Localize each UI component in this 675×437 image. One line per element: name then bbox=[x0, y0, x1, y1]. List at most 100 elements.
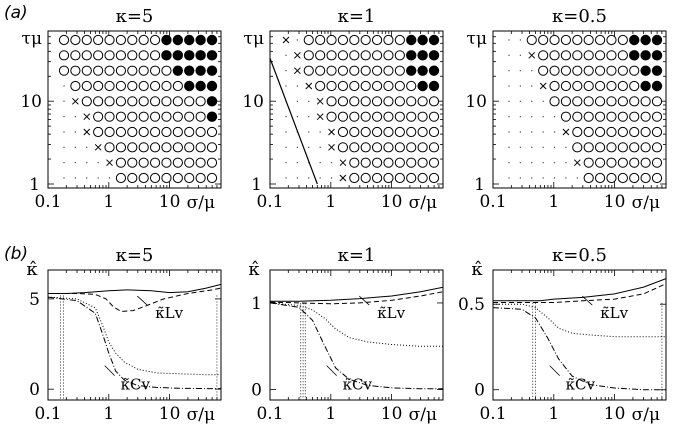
dot-marker bbox=[308, 100, 310, 103]
open-circle-marker bbox=[337, 50, 349, 61]
series-line-solid bbox=[493, 278, 667, 302]
plot-title: κ=1 bbox=[338, 245, 376, 266]
open-circle-marker bbox=[538, 65, 549, 76]
dot-marker bbox=[553, 161, 556, 164]
dot-marker bbox=[576, 177, 579, 179]
filled-circle-marker bbox=[206, 65, 218, 76]
y-tick-label: 1 bbox=[251, 175, 262, 195]
cross-stroke bbox=[305, 82, 313, 90]
open-circle-marker bbox=[184, 126, 195, 138]
y-tick-label: 0 bbox=[474, 381, 485, 401]
open-circle-marker bbox=[149, 96, 161, 107]
open-circle-marker bbox=[371, 50, 383, 61]
y-axis-label: κ̂ bbox=[26, 259, 38, 280]
open-circle-marker bbox=[406, 157, 417, 168]
open-circle-marker bbox=[161, 157, 172, 168]
filled-circle-marker bbox=[161, 50, 172, 61]
open-circle-marker bbox=[394, 34, 405, 46]
dot-marker bbox=[296, 115, 299, 118]
open-circle-marker bbox=[583, 111, 594, 122]
open-circle-marker bbox=[127, 50, 138, 61]
open-circle-marker bbox=[315, 80, 326, 92]
series-line-dotted bbox=[47, 296, 221, 376]
filled-circle-marker bbox=[206, 34, 218, 46]
series-line-dotted bbox=[269, 302, 443, 347]
filled-circle-marker bbox=[629, 50, 640, 61]
open-circle-marker bbox=[184, 157, 195, 168]
subplot-4: κ=5 0.1 1 10 σ/μ 0 5 κ̂ κ̃Lv κ̃Cv bbox=[26, 245, 222, 425]
dot-marker bbox=[508, 131, 510, 133]
open-circle-marker bbox=[371, 126, 383, 138]
series-line-dashed bbox=[48, 287, 222, 313]
open-circle-marker bbox=[115, 111, 127, 122]
open-circle-marker bbox=[360, 80, 371, 92]
open-circle-marker bbox=[629, 172, 640, 184]
open-circle-marker bbox=[303, 65, 314, 76]
open-circle-marker bbox=[428, 111, 440, 122]
open-circle-marker bbox=[371, 172, 383, 184]
x-tick-label: 10 bbox=[604, 192, 626, 212]
open-circle-marker bbox=[326, 80, 337, 92]
filled-circle-marker bbox=[206, 111, 218, 122]
open-circle-marker bbox=[58, 50, 70, 61]
open-circle-marker bbox=[115, 50, 127, 61]
x-tick-label: 10 bbox=[604, 404, 626, 424]
dot-marker bbox=[508, 146, 510, 149]
open-circle-marker bbox=[417, 142, 428, 153]
open-circle-marker bbox=[138, 142, 149, 153]
filled-circle-marker bbox=[161, 34, 172, 46]
open-circle-marker bbox=[629, 126, 640, 138]
open-circle-marker bbox=[360, 65, 371, 76]
open-circle-marker bbox=[149, 126, 161, 138]
open-circle-marker bbox=[594, 34, 606, 46]
filled-circle-marker bbox=[651, 65, 663, 76]
dot-marker bbox=[553, 146, 556, 149]
filled-circle-marker bbox=[195, 80, 206, 92]
cross-stroke bbox=[328, 143, 335, 151]
open-circle-marker bbox=[172, 142, 183, 153]
cross-marker bbox=[328, 128, 335, 136]
open-circle-marker bbox=[206, 142, 218, 153]
open-circle-marker bbox=[572, 34, 583, 46]
open-circle-marker bbox=[651, 172, 663, 184]
filled-circle-marker bbox=[640, 80, 651, 92]
open-circle-marker bbox=[560, 96, 572, 107]
dot-marker bbox=[285, 115, 287, 118]
dot-marker bbox=[63, 100, 65, 103]
dot-marker bbox=[97, 177, 99, 179]
dot-marker bbox=[508, 161, 510, 164]
plot-frame bbox=[47, 269, 222, 401]
cross-stroke bbox=[316, 113, 324, 121]
open-circle-marker bbox=[406, 80, 417, 92]
open-circle-marker bbox=[349, 172, 360, 184]
open-circle-marker bbox=[583, 96, 594, 107]
open-circle-marker bbox=[303, 34, 314, 46]
open-circle-marker bbox=[594, 126, 606, 138]
dot-marker bbox=[63, 146, 65, 149]
cross-stroke bbox=[339, 159, 347, 167]
open-circle-marker bbox=[360, 142, 371, 153]
open-circle-marker bbox=[138, 34, 149, 46]
dot-marker bbox=[330, 177, 333, 179]
open-circle-marker bbox=[349, 96, 360, 107]
open-circle-marker bbox=[127, 142, 138, 153]
open-circle-marker bbox=[640, 142, 651, 153]
series-line-dashdot bbox=[47, 296, 221, 390]
open-circle-marker bbox=[104, 65, 115, 76]
dot-marker bbox=[74, 177, 77, 179]
filled-circle-marker bbox=[640, 50, 651, 61]
dot-marker bbox=[296, 146, 299, 149]
open-circle-marker bbox=[417, 157, 428, 168]
cross-stroke bbox=[339, 174, 347, 182]
open-circle-marker bbox=[617, 50, 628, 61]
dot-marker bbox=[542, 161, 544, 164]
cross-marker bbox=[528, 51, 536, 59]
x-axis-label: σ/μ bbox=[409, 193, 437, 213]
open-circle-marker bbox=[360, 126, 371, 138]
open-circle-marker bbox=[617, 157, 628, 168]
open-circle-marker bbox=[184, 96, 195, 107]
open-circle-marker bbox=[349, 34, 360, 46]
